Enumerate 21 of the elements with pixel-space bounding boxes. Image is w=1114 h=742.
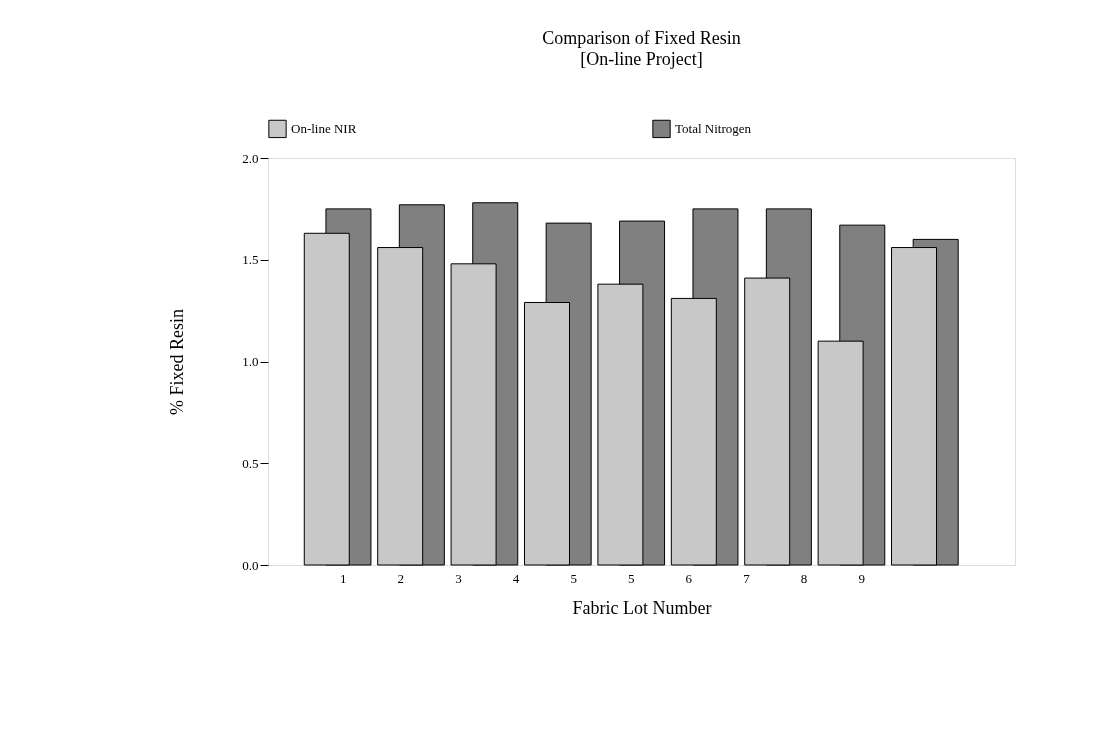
text: 5: [628, 571, 635, 586]
y-tick-label: 1.0: [242, 354, 259, 369]
text: 3: [455, 571, 462, 586]
legend-label: On-line NIR: [291, 120, 357, 136]
x-axis-title: Fabric Lot Number: [572, 597, 712, 618]
text: 5: [570, 571, 577, 586]
y-tick-label: 0.5: [242, 455, 259, 471]
text: 4: [512, 571, 520, 586]
text: 1: [339, 571, 347, 586]
text: 9: [858, 571, 865, 586]
y-tick-label: 0.0: [242, 557, 259, 573]
y-tick-label: 1.5: [242, 252, 259, 268]
text: 6: [685, 571, 693, 586]
legend-label: Total Nitrogen: [675, 120, 752, 136]
text: 7: [743, 571, 751, 586]
text: 2: [397, 571, 405, 586]
text: 8: [800, 571, 808, 586]
chart-subtitle: [On-line Project]: [580, 49, 703, 69]
y-axis-title: % Fixed Resin: [167, 309, 188, 415]
y-tick-label: 2.0: [242, 150, 259, 166]
chart-title: Comparison of Fixed Resin: [542, 28, 741, 48]
